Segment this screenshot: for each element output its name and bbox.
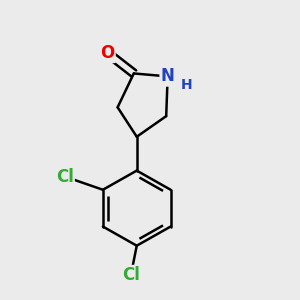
- Text: N: N: [161, 68, 175, 85]
- Text: H: H: [181, 78, 193, 92]
- Text: Cl: Cl: [122, 266, 140, 284]
- Text: O: O: [100, 44, 114, 62]
- Text: Cl: Cl: [56, 167, 74, 185]
